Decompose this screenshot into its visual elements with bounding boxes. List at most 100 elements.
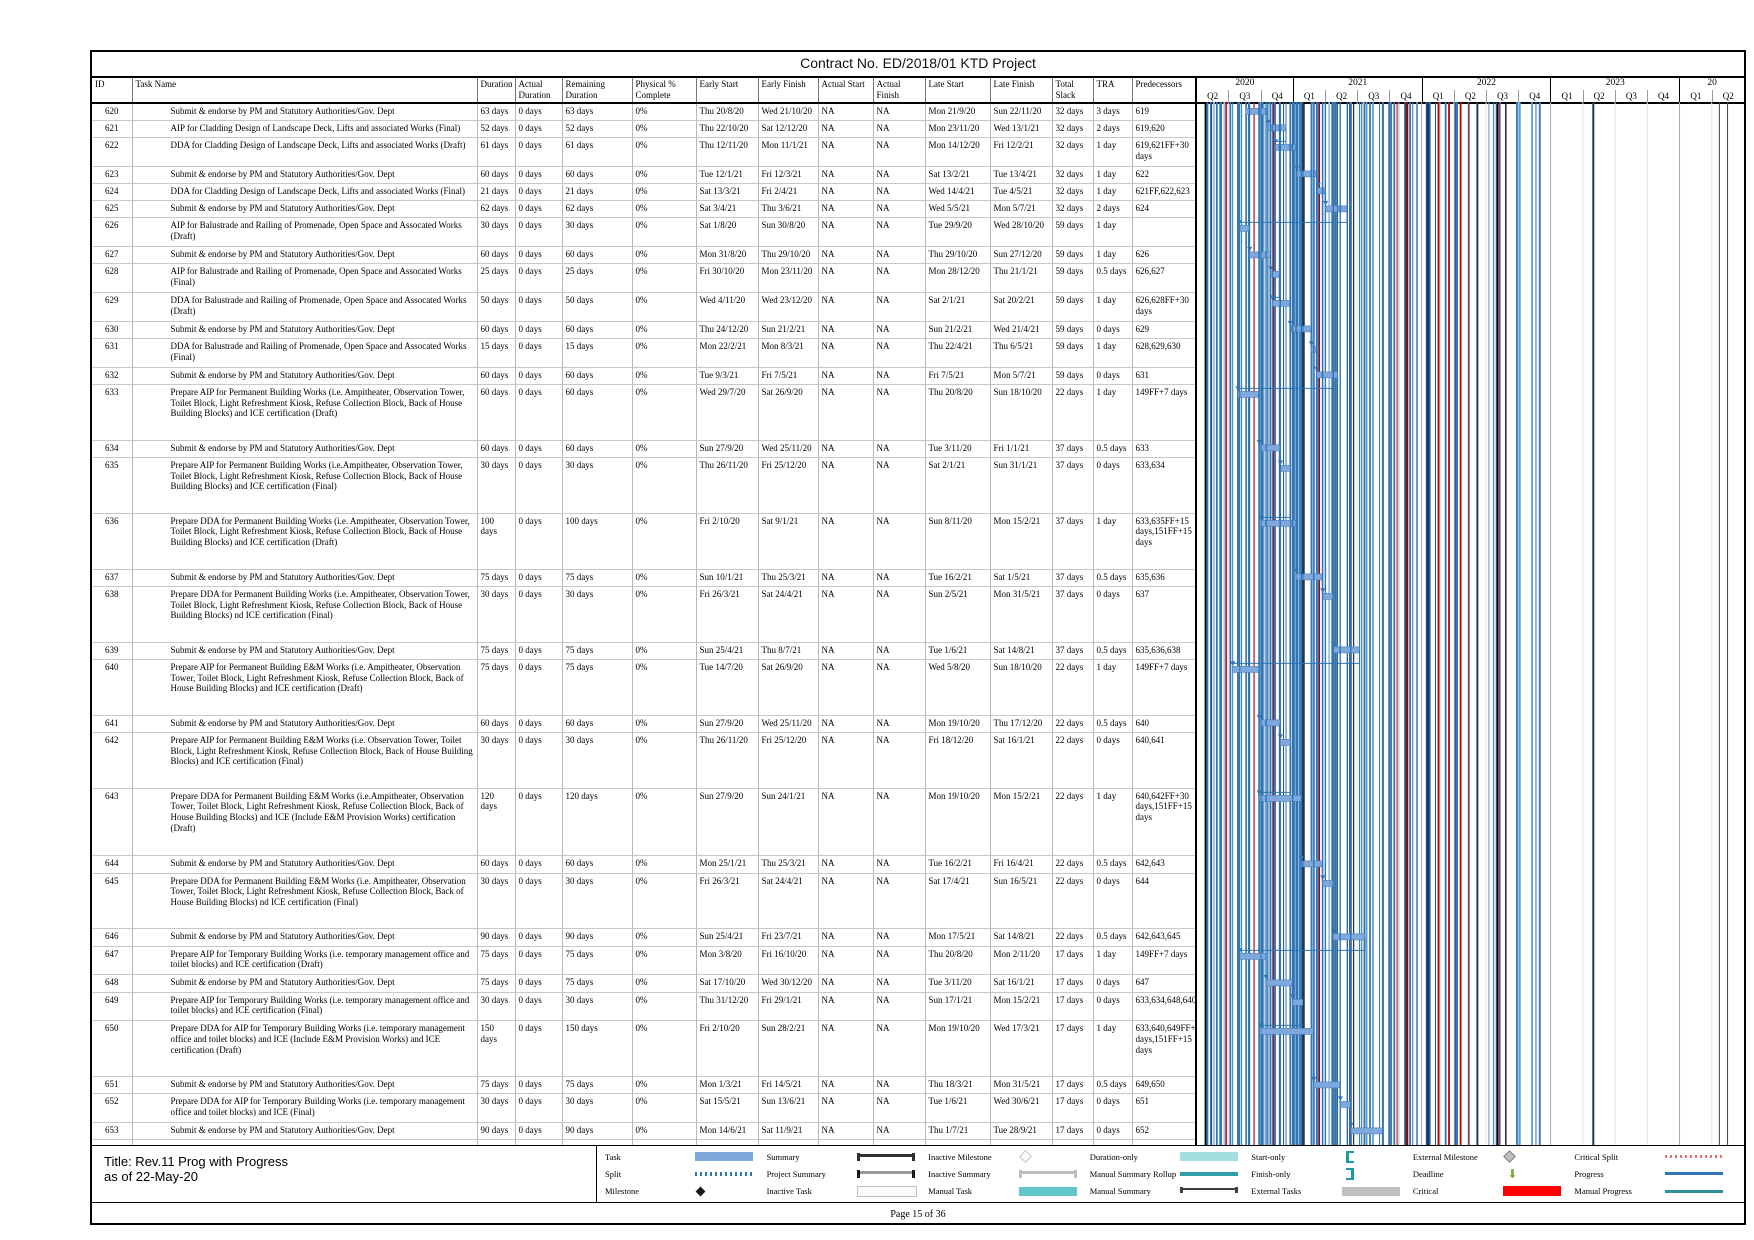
- column-header-late-finish: Late Finish: [990, 76, 1053, 104]
- gantt-row-cell: [1195, 1076, 1744, 1094]
- remaining-duration: 61 days: [562, 137, 633, 167]
- timeline-quarter-label: Q3: [1228, 90, 1260, 102]
- physical-pct: 0%: [632, 1076, 697, 1095]
- remaining-duration: 60 days: [562, 166, 633, 184]
- early-start: Thu 22/10/20: [696, 120, 759, 138]
- predecessors: 635,636,638: [1132, 642, 1197, 660]
- timeline-quarter-label: Q1: [1432, 91, 1444, 101]
- page-number: Page 15 of 36: [890, 1209, 946, 1220]
- late-finish: Mon 2/11/20: [990, 946, 1053, 976]
- summary-icon: [857, 1152, 928, 1162]
- gantt-row-cell: [1195, 928, 1744, 947]
- task-row: 634 Submit & endorse by PM and Statutory …: [92, 440, 1744, 459]
- early-start: Mon 31/8/20: [696, 246, 759, 265]
- column-header-actual-start: Actual Start: [818, 76, 874, 104]
- legend-label: Project Summary: [766, 1168, 826, 1179]
- legend-column: Critical Split Progress Manual Progress: [1574, 1148, 1736, 1200]
- milestone-icon: [695, 1186, 766, 1197]
- gantt-row-cell: [1195, 338, 1744, 368]
- task-row: 652 Prepare DDA for AIP for Temporary Bui…: [92, 1093, 1744, 1124]
- gantt-row-cell: [1195, 946, 1744, 975]
- early-start: Sat 17/10/20: [696, 974, 759, 993]
- late-start: Tue 16/2/21: [925, 855, 991, 874]
- total-slack: 17 days: [1052, 1020, 1094, 1078]
- early-finish: Sun 13/6/21: [758, 1093, 819, 1124]
- remaining-duration: 62 days: [562, 200, 633, 219]
- actual-start: NA: [818, 946, 874, 976]
- legend-label: Progress: [1574, 1168, 1604, 1179]
- critical-split-icon: [1664, 1155, 1736, 1159]
- predecessors: 629: [1132, 321, 1197, 340]
- legend-label: Deadline: [1412, 1168, 1444, 1179]
- timeline-year-2021: 2021 Q1 Q2 Q3 Q4: [1292, 78, 1422, 102]
- total-slack: 32 days: [1052, 200, 1094, 219]
- duration: 60 days: [477, 855, 516, 874]
- schedule-table-area: ID Task Name Duration Actual Duration Remain…: [92, 76, 1744, 1145]
- actual-duration: 0 days: [515, 788, 563, 857]
- actual-duration: 0 days: [515, 642, 563, 660]
- gantt-row-cell: [1195, 513, 1744, 570]
- actual-duration: 0 days: [515, 659, 563, 716]
- actual-start: NA: [818, 321, 874, 340]
- early-finish: Sat 9/1/21: [758, 513, 819, 570]
- filler-cell: [477, 1139, 516, 1145]
- late-finish: Sat 1/5/21: [990, 569, 1053, 587]
- physical-pct: 0%: [632, 642, 697, 660]
- column-header-early-start: Early Start: [696, 76, 759, 104]
- task-name: Prepare DDA for AIP for Temporary Buildi…: [132, 1020, 478, 1078]
- actual-duration: 0 days: [515, 217, 563, 248]
- legend-label: Finish-only: [1251, 1168, 1291, 1179]
- physical-pct: 0%: [632, 263, 697, 294]
- total-slack: 32 days: [1052, 183, 1094, 202]
- total-slack: 37 days: [1052, 586, 1094, 643]
- task-id: 620: [92, 102, 133, 121]
- legend-column: Task Split Milestone: [605, 1148, 767, 1200]
- late-start: Wed 14/4/21: [925, 183, 991, 202]
- legend-item-progress-line: Progress: [1574, 1166, 1736, 1182]
- remaining-duration: 63 days: [562, 102, 633, 121]
- predecessors: 633,635FF+15 days,151FF+15 days: [1132, 513, 1197, 570]
- early-finish: Sat 26/9/20: [758, 659, 819, 716]
- duration: 60 days: [477, 715, 516, 733]
- legend-item-manual-summary-bar: Manual Summary: [1090, 1183, 1252, 1199]
- early-finish: Thu 25/3/21: [758, 569, 819, 587]
- actual-finish: NA: [873, 1020, 926, 1078]
- actual-duration: 0 days: [515, 440, 563, 459]
- task-row: 620 Submit & endorse by PM and Statutory …: [92, 102, 1744, 121]
- late-start: Thu 1/7/21: [925, 1122, 991, 1141]
- timeline-quarter-label: Q4: [1389, 90, 1421, 102]
- legend-label: Milestone: [605, 1186, 639, 1197]
- task-row: 639 Submit & endorse by PM and Statutory …: [92, 642, 1744, 660]
- actual-start: NA: [818, 183, 874, 202]
- late-finish: Mon 15/2/21: [990, 992, 1053, 1022]
- duration: 60 days: [477, 367, 516, 385]
- timeline-year-label: 2020: [1235, 78, 1255, 88]
- legend-item-inactive-task-box: Inactive Task: [767, 1183, 929, 1199]
- physical-pct: 0%: [632, 873, 697, 930]
- early-finish: Thu 8/7/21: [758, 642, 819, 660]
- actual-start: NA: [818, 338, 874, 368]
- late-finish: Sat 16/1/21: [990, 732, 1053, 789]
- early-start: Mon 3/8/20: [696, 946, 759, 976]
- early-start: Sat 1/8/20: [696, 217, 759, 248]
- late-finish: Thu 6/5/21: [990, 338, 1053, 368]
- actual-finish: NA: [873, 928, 926, 947]
- manual-progress-icon: [1664, 1189, 1736, 1193]
- early-start: Sun 27/9/20: [696, 788, 759, 857]
- physical-pct: 0%: [632, 440, 697, 459]
- filler-cell: [696, 1139, 759, 1145]
- early-finish: Sun 30/8/20: [758, 217, 819, 248]
- task-id: 633: [92, 384, 133, 441]
- physical-pct: 0%: [632, 928, 697, 947]
- actual-duration: 0 days: [515, 732, 563, 789]
- physical-pct: 0%: [632, 384, 697, 441]
- physical-pct: 0%: [632, 246, 697, 265]
- print-page: Contract No. ED/2018/01 KTD Project ID Ta…: [90, 50, 1746, 1225]
- late-start: Thu 22/4/21: [925, 338, 991, 368]
- task-id: 626: [92, 217, 133, 248]
- task-id: 647: [92, 946, 133, 976]
- gantt-row-cell: [1195, 166, 1744, 184]
- late-start: Fri 18/12/20: [925, 732, 991, 789]
- actual-duration: 0 days: [515, 928, 563, 947]
